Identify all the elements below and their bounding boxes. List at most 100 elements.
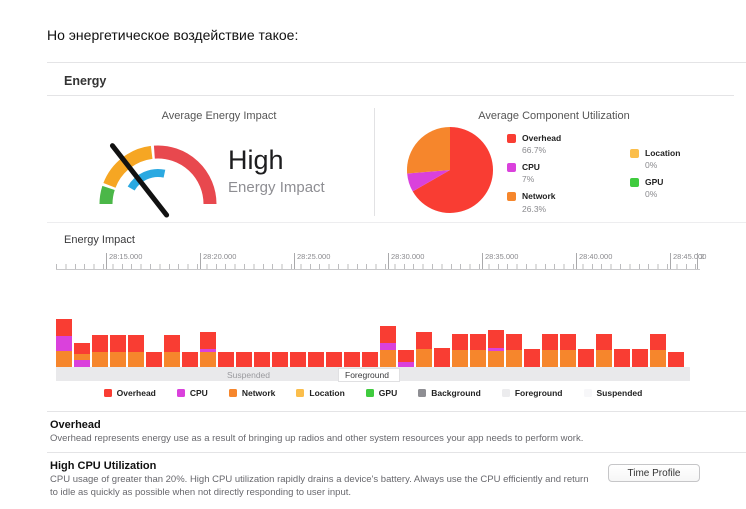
bar-segment-overhead — [398, 350, 414, 362]
legend-swatch — [630, 178, 639, 188]
energy-bar — [290, 352, 306, 367]
legend-swatch — [583, 389, 592, 397]
pie-legend-column-1: Overhead 66.7% CPU 7% Network 26.3% — [507, 133, 561, 214]
bar-segment-overhead — [128, 335, 144, 352]
energy-section-title: Energy — [64, 74, 107, 88]
cpu-info-description: CPU usage of greater than 20%. High CPU … — [50, 474, 589, 498]
bar-segment-cpu — [74, 360, 90, 367]
panel-vertical-divider — [374, 108, 375, 216]
bar-segment-cpu — [488, 348, 504, 351]
legend-label: Network — [241, 388, 276, 398]
energy-bar — [362, 352, 378, 367]
bar-segment-network — [92, 352, 108, 367]
bar-segment-network — [74, 354, 90, 360]
energy-bar — [452, 334, 468, 367]
bar-segment-overhead — [92, 335, 108, 352]
time-profile-button[interactable]: Time Profile — [608, 464, 700, 482]
divider — [47, 411, 746, 412]
legend-swatch — [507, 134, 516, 143]
chart-legend-item: GPU — [365, 388, 397, 398]
chart-legend-item: Suspended — [583, 388, 642, 398]
energy-bar — [92, 335, 108, 367]
energy-bar — [488, 330, 504, 367]
bar-segment-overhead — [146, 352, 162, 367]
energy-bar — [614, 349, 630, 367]
bar-segment-overhead — [452, 334, 468, 350]
bar-segment-overhead — [308, 352, 324, 367]
legend-value: 0% — [645, 160, 658, 171]
bar-segment-overhead — [614, 349, 630, 367]
bar-segment-network — [164, 352, 180, 367]
ruler-major-tick-clipped: 2 — [697, 252, 704, 269]
energy-bar — [524, 349, 540, 367]
utilization-panel-title: Average Component Utilization — [478, 110, 630, 122]
bar-segment-network — [470, 350, 486, 367]
bar-segment-network — [452, 350, 468, 367]
bar-segment-overhead — [524, 349, 540, 367]
bar-segment-network — [596, 350, 612, 367]
legend-swatch — [176, 389, 185, 397]
timeline-ruler[interactable]: 28:15.000 28:20.000 28:25.000 28:30.000 28:3… — [56, 248, 706, 270]
energy-bar — [542, 334, 558, 367]
energy-bar — [308, 352, 324, 367]
bar-segment-overhead — [164, 335, 180, 352]
component-utilization-pie-chart — [407, 127, 493, 213]
timeline-section-label: Energy Impact — [64, 234, 135, 246]
legend-swatch — [228, 389, 237, 397]
energy-bar — [398, 350, 414, 367]
legend-swatch — [365, 389, 374, 397]
energy-bar — [560, 334, 576, 367]
pie-legend-item: CPU 7% — [507, 162, 561, 184]
bar-segment-network — [200, 352, 216, 367]
bar-segment-network — [560, 350, 576, 367]
bar-segment-network — [650, 350, 666, 367]
pie-legend-column-2: Location 0% GPU 0% — [630, 148, 680, 199]
bar-segment-overhead — [578, 349, 594, 367]
state-label-suspended: Suspended — [227, 370, 271, 380]
divider — [47, 222, 746, 223]
legend-label: Overhead — [116, 388, 156, 398]
energy-bar — [254, 352, 270, 367]
energy-bar — [326, 352, 342, 367]
energy-bar — [74, 343, 90, 367]
bar-segment-overhead — [596, 334, 612, 350]
energy-bar — [236, 352, 252, 367]
bar-segment-overhead — [344, 352, 360, 367]
divider — [47, 62, 746, 63]
legend-label: Background — [431, 388, 481, 398]
pie-legend-item: Network 26.3% — [507, 191, 561, 214]
divider — [47, 452, 746, 453]
bar-segment-overhead — [488, 330, 504, 348]
energy-bar — [272, 352, 288, 367]
chart-legend-item: Location — [296, 388, 345, 398]
energy-bar — [506, 334, 522, 367]
legend-value: 26.3% — [522, 203, 547, 214]
energy-bar — [470, 334, 486, 367]
energy-bar — [416, 332, 432, 367]
ruler-major-tick: 28:20.000 — [200, 252, 236, 269]
chart-legend: Overhead CPU Network Location GPU Background F… — [56, 388, 690, 398]
legend-label: Location — [645, 148, 681, 158]
energy-impact-bar-chart[interactable] — [56, 312, 690, 367]
chart-legend-item: Background — [418, 388, 481, 398]
legend-swatch — [418, 389, 427, 397]
pie-legend-item: GPU 0% — [630, 177, 680, 199]
bar-segment-overhead — [560, 334, 576, 350]
energy-bar — [110, 335, 126, 367]
bar-segment-overhead — [236, 352, 252, 367]
bar-segment-overhead — [56, 319, 72, 336]
energy-bar — [578, 349, 594, 367]
legend-swatch — [507, 163, 516, 173]
bar-segment-overhead — [200, 332, 216, 349]
legend-label: CPU — [189, 388, 208, 398]
bar-segment-overhead — [542, 334, 558, 350]
gauge-caption: Energy Impact — [228, 178, 325, 196]
ruler-major-tick: 28:35.000 — [482, 252, 518, 269]
ruler-major-tick: 28:30.000 — [388, 252, 424, 269]
legend-swatch — [630, 149, 639, 158]
bar-segment-overhead — [218, 352, 234, 367]
bar-segment-network — [542, 350, 558, 367]
bar-segment-overhead — [272, 352, 288, 367]
bar-segment-overhead — [632, 349, 648, 367]
